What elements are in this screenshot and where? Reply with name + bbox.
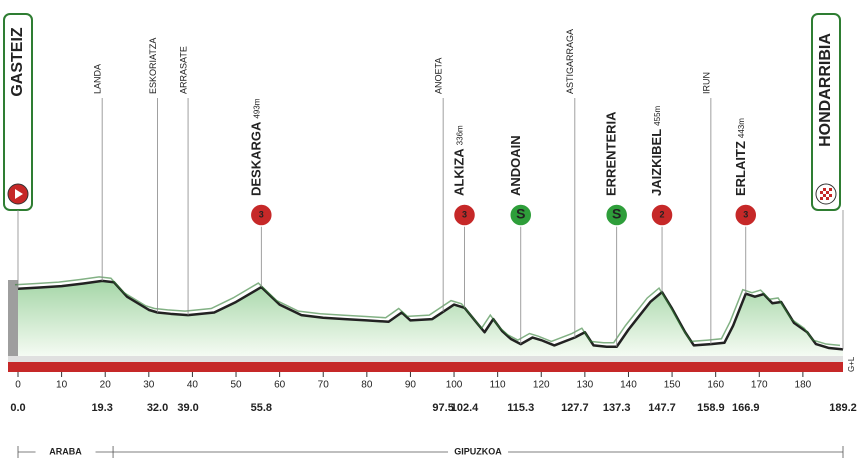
point-name: JAIZKIBEL 455m (649, 105, 664, 196)
checker (823, 194, 826, 197)
x-tick-label: 90 (405, 380, 417, 391)
x-tick-label: 100 (446, 380, 463, 391)
waypoint-km: 39.0 (177, 402, 198, 414)
checker (826, 191, 829, 194)
distance-bar (8, 362, 843, 372)
region-label-bg (35, 445, 96, 459)
x-tick-label: 80 (361, 380, 373, 391)
point-icon (452, 203, 477, 227)
checker (829, 194, 832, 197)
waypoint-km: 166.9 (732, 402, 760, 414)
point-icon (734, 203, 758, 227)
town-name: ASTIGARRAGA (565, 29, 575, 94)
point-category: S (612, 206, 621, 222)
point-category: 2 (660, 209, 665, 219)
x-tick-label: 60 (274, 380, 286, 391)
x-tick-label: 40 (187, 380, 199, 391)
profile-base (8, 280, 18, 360)
checker (829, 188, 832, 191)
checker (820, 191, 823, 194)
checker (826, 197, 829, 200)
waypoint-km: 158.9 (697, 402, 725, 414)
point-label: ALKIZA (452, 148, 467, 196)
point-label: ANDOAIN (508, 135, 523, 196)
profile-shade (14, 276, 841, 347)
point-category: 3 (743, 209, 748, 219)
waypoint-km: 147.7 (648, 402, 676, 414)
waypoint-km: 19.3 (91, 402, 112, 414)
profile-line (17, 279, 844, 351)
waypoint-km: 97.5 (432, 402, 453, 414)
altitude: 493m (252, 98, 261, 118)
point-icon (604, 203, 629, 227)
altitude: 336m (456, 125, 465, 145)
x-tick-label: 150 (664, 380, 681, 391)
altitude: 443m (737, 118, 746, 138)
town-name: LANDA (93, 64, 103, 94)
point-name: ERLAITZ 443m (733, 118, 748, 196)
waypoint-km: 137.3 (603, 402, 631, 414)
profile-note: G+L (847, 356, 856, 372)
region-label-bg (448, 445, 509, 459)
waypoint-km: 32.0 (147, 402, 168, 414)
town-name: ESKORIATZA (148, 38, 158, 94)
x-tick-label: 70 (318, 380, 330, 391)
x-tick-label: 0 (15, 380, 21, 391)
x-tick-label: 140 (620, 380, 637, 391)
endpoint-name: HONDARRIBIA (817, 33, 834, 147)
x-tick-label: 50 (230, 380, 242, 391)
waypoint-km: 115.3 (507, 402, 534, 414)
checker (823, 188, 826, 191)
town-name: ARRASATE (178, 46, 188, 94)
altitude: 455m (653, 105, 662, 125)
point-category: 3 (259, 209, 264, 219)
town-name: ANOETA (434, 58, 444, 94)
endpoint-box (811, 13, 841, 211)
x-tick-label: 120 (533, 380, 550, 391)
point-name: DESKARGA 493m (249, 98, 264, 196)
point-label: JAIZKIBEL (649, 129, 664, 196)
point-label: ERRENTERIA (604, 111, 619, 196)
point-label: ERLAITZ (733, 141, 748, 196)
x-tick-label: 160 (707, 380, 724, 391)
x-tick-label: 10 (56, 380, 68, 391)
waypoint-km: 0.0 (10, 402, 25, 414)
profile-area (18, 280, 843, 356)
point-name: ALKIZA 336m (452, 125, 467, 196)
town-name: IRUN (701, 72, 711, 94)
point-name: ANDOAIN (508, 135, 523, 196)
x-tick-label: 180 (795, 380, 812, 391)
point-icon (249, 203, 274, 227)
endpoint-name: GASTEIZ (9, 27, 26, 97)
distance-bar-top (8, 356, 843, 362)
waypoint-km: 102.4 (451, 402, 479, 414)
point-category: 3 (462, 209, 467, 219)
waypoint-km: 127.7 (561, 402, 589, 414)
x-tick-label: 110 (490, 380, 506, 391)
waypoint-km: 55.8 (251, 402, 272, 414)
region-label: GIPUZKOA (454, 446, 502, 456)
x-tick-label: 130 (577, 380, 594, 391)
x-tick-label: 30 (143, 380, 155, 391)
point-icon (650, 203, 674, 227)
x-tick-label: 20 (100, 380, 112, 391)
start-arrow (15, 189, 23, 199)
point-category: S (516, 206, 525, 222)
point-label: DESKARGA (249, 121, 264, 196)
checker (820, 197, 823, 200)
waypoint-km: 189.2 (829, 402, 857, 414)
x-tick-label: 170 (751, 380, 768, 391)
point-name: ERRENTERIA (604, 111, 619, 196)
region-label: ARABA (49, 446, 82, 456)
point-icon (509, 203, 533, 227)
